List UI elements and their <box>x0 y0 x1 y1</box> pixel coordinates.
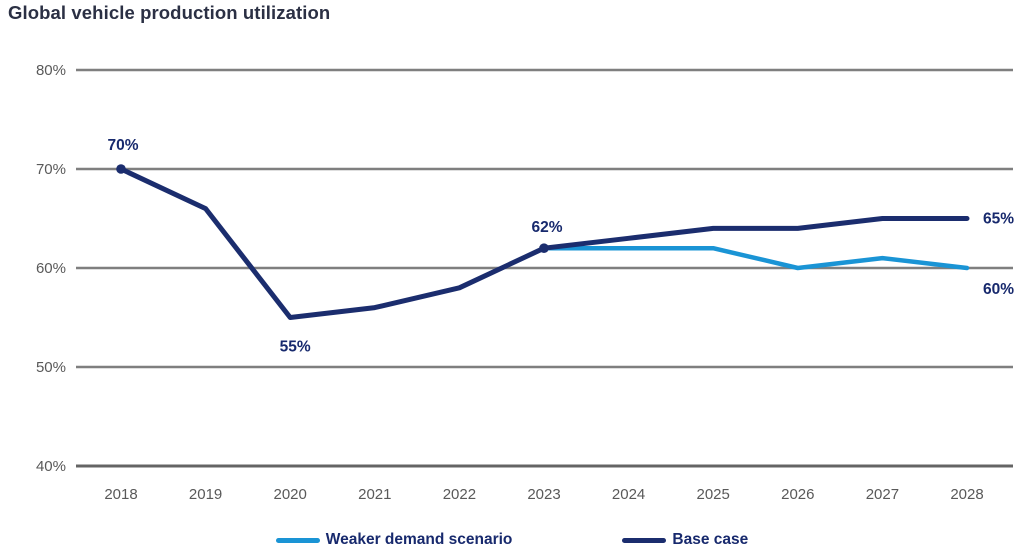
x-tick-label: 2019 <box>189 486 222 503</box>
y-tick-label: 40% <box>36 458 66 475</box>
legend: Weaker demand scenario Base case <box>0 531 1024 549</box>
data-label: 60% <box>983 281 1014 298</box>
x-tick-label: 2025 <box>697 486 730 503</box>
data-label: 65% <box>983 211 1014 228</box>
data-label: 62% <box>531 219 562 236</box>
y-tick-label: 50% <box>36 359 66 376</box>
x-tick-label: 2021 <box>358 486 391 503</box>
x-tick-label: 2028 <box>950 486 983 503</box>
legend-swatch-weaker-demand-scenario <box>275 537 320 543</box>
line-chart: 40% 50% 60% 70% 80% 2018 2019 2020 2021 2022 2023 2… <box>36 62 1014 503</box>
x-tick-label: 2023 <box>527 486 560 503</box>
series-line-base-case <box>118 166 970 320</box>
x-tick-label: 2024 <box>612 486 645 503</box>
legend-label-weaker-demand-scenario: Weaker demand scenario <box>325 531 513 548</box>
x-tick-label: 2027 <box>866 486 899 503</box>
marker-dot <box>539 243 549 253</box>
legend-item-base-case: Base case <box>622 531 748 549</box>
x-tick-label: 2018 <box>104 486 137 503</box>
series-line-weaker-demand-scenario <box>541 245 970 271</box>
y-tick-label: 70% <box>36 161 66 178</box>
marker-dot <box>116 164 126 174</box>
data-label: 70% <box>107 137 138 154</box>
y-tick-label: 80% <box>36 62 66 79</box>
x-tick-label: 2026 <box>781 486 814 503</box>
legend-item-weaker-demand-scenario: Weaker demand scenario <box>275 531 513 549</box>
x-tick-label: 2022 <box>443 486 476 503</box>
x-tick-label: 2020 <box>274 486 307 503</box>
legend-label-base-case: Base case <box>672 531 749 548</box>
chart-title: Global vehicle production utilization <box>8 2 331 23</box>
legend-swatch-base-case <box>622 537 667 543</box>
y-tick-label: 60% <box>36 260 66 277</box>
data-label: 55% <box>280 339 311 356</box>
